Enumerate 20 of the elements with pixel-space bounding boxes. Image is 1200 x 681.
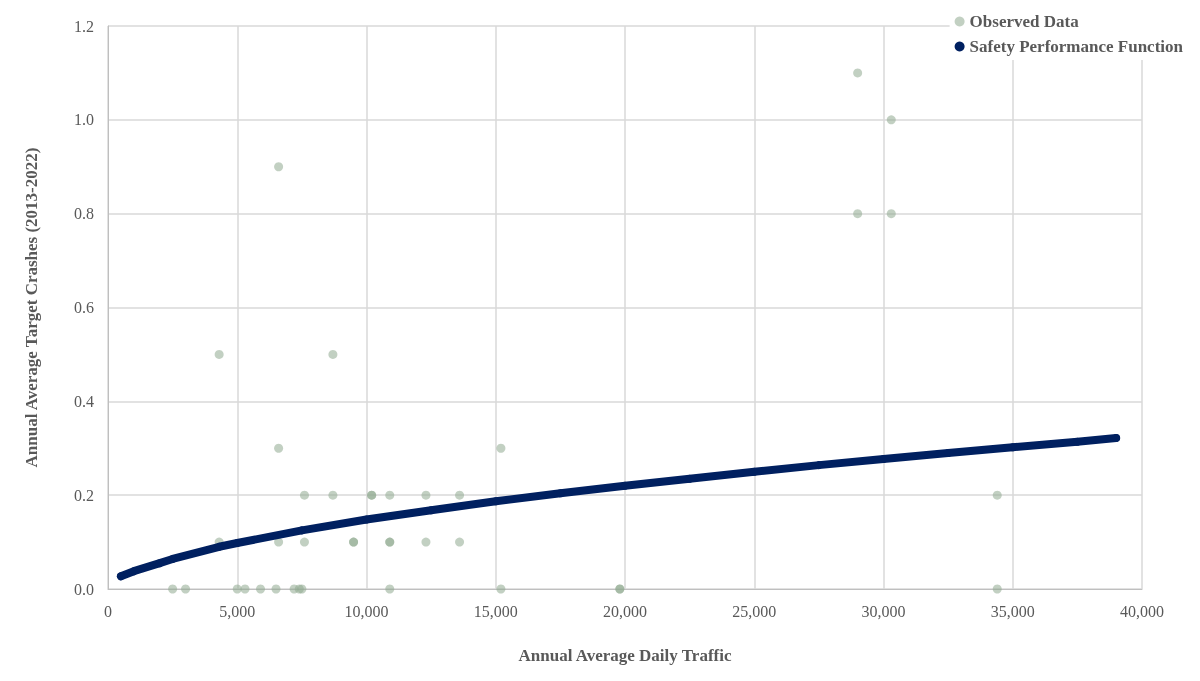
x-tick-label: 40,000 [1120, 602, 1164, 620]
x-tick-label: 10,000 [344, 602, 389, 620]
x-tick-label: 35,000 [990, 602, 1035, 620]
y-axis-title: Annual Average Target Crashes (2013-2022) [22, 147, 41, 468]
x-tick-label: 25,000 [732, 602, 777, 620]
x-tick-label: 15,000 [473, 602, 518, 620]
y-tick-label: 1.0 [74, 111, 94, 129]
x-tick-label: 5,000 [219, 602, 256, 620]
x-axis-title: Annual Average Daily Traffic [518, 646, 732, 665]
y-tick-label: 0.2 [74, 486, 94, 504]
legend-label: Observed Data [969, 12, 1080, 31]
y-tick-label: 0.6 [74, 299, 94, 316]
legend-label: Safety Performance Function [969, 37, 1184, 56]
y-tick-label: 0.8 [74, 205, 94, 223]
x-tick-label: 20,000 [603, 602, 647, 620]
x-tick-label: 0 [104, 602, 112, 620]
y-tick-label: 0.4 [74, 392, 94, 410]
y-tick-label: 1.2 [74, 17, 94, 35]
x-tick-label: 30,000 [861, 602, 906, 620]
y-tick-label: 0.0 [74, 580, 94, 598]
